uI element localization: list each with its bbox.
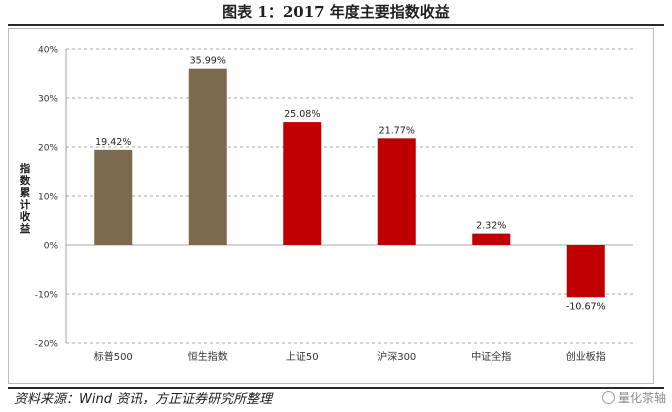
bar bbox=[94, 149, 133, 245]
y-tick-label: 10% bbox=[38, 193, 58, 203]
y-axis-label-char: 数 bbox=[19, 174, 31, 187]
y-tick-label: -20% bbox=[35, 340, 59, 350]
category-label: 上证50 bbox=[286, 351, 319, 363]
bar bbox=[283, 122, 322, 245]
chart-area: -20% -10% 0% 10% 20% 30% 40% 指数累计收益 19.42% 标普500 3… bbox=[8, 28, 654, 384]
data-label: -10.67% bbox=[566, 301, 606, 312]
y-axis-label-char: 益 bbox=[20, 222, 31, 235]
watermark-text: 量化茶轴 bbox=[617, 391, 666, 405]
y-tick-label: 0% bbox=[44, 242, 59, 252]
y-tick-label: -10% bbox=[35, 291, 59, 301]
y-tick-label: 30% bbox=[38, 95, 58, 105]
data-label: 2.32% bbox=[476, 221, 506, 232]
bar bbox=[566, 245, 605, 298]
y-axis-label-char: 计 bbox=[20, 198, 31, 211]
category-label: 恒生指数 bbox=[188, 350, 228, 363]
source-note: 资料来源：Wind 资讯，方正证券研究所整理 bbox=[14, 392, 273, 407]
chart-title: 图表 1：2017 年度主要指数收益 bbox=[222, 3, 450, 21]
title-divider bbox=[8, 24, 664, 26]
y-tick-label: 20% bbox=[38, 144, 58, 154]
data-label: 21.77% bbox=[379, 125, 415, 136]
bar bbox=[377, 138, 416, 245]
data-label: 19.42% bbox=[95, 137, 131, 148]
category-label: 创业板指 bbox=[566, 350, 606, 363]
bar bbox=[188, 68, 227, 245]
category-label: 沪深300 bbox=[377, 350, 416, 363]
category-label: 中证全指 bbox=[471, 350, 511, 363]
y-axis-label-char: 累 bbox=[20, 187, 31, 199]
source-divider bbox=[8, 387, 664, 389]
y-axis-label-char: 指 bbox=[20, 162, 31, 175]
watermark: 量化茶轴 bbox=[601, 389, 666, 407]
bar bbox=[472, 233, 511, 245]
watermark-icon bbox=[601, 391, 615, 404]
data-label: 35.99% bbox=[190, 56, 226, 67]
category-label: 标普500 bbox=[94, 350, 133, 363]
data-label: 25.08% bbox=[284, 109, 320, 120]
y-axis-label-char: 收 bbox=[20, 210, 31, 223]
y-tick-label: 40% bbox=[38, 46, 58, 56]
